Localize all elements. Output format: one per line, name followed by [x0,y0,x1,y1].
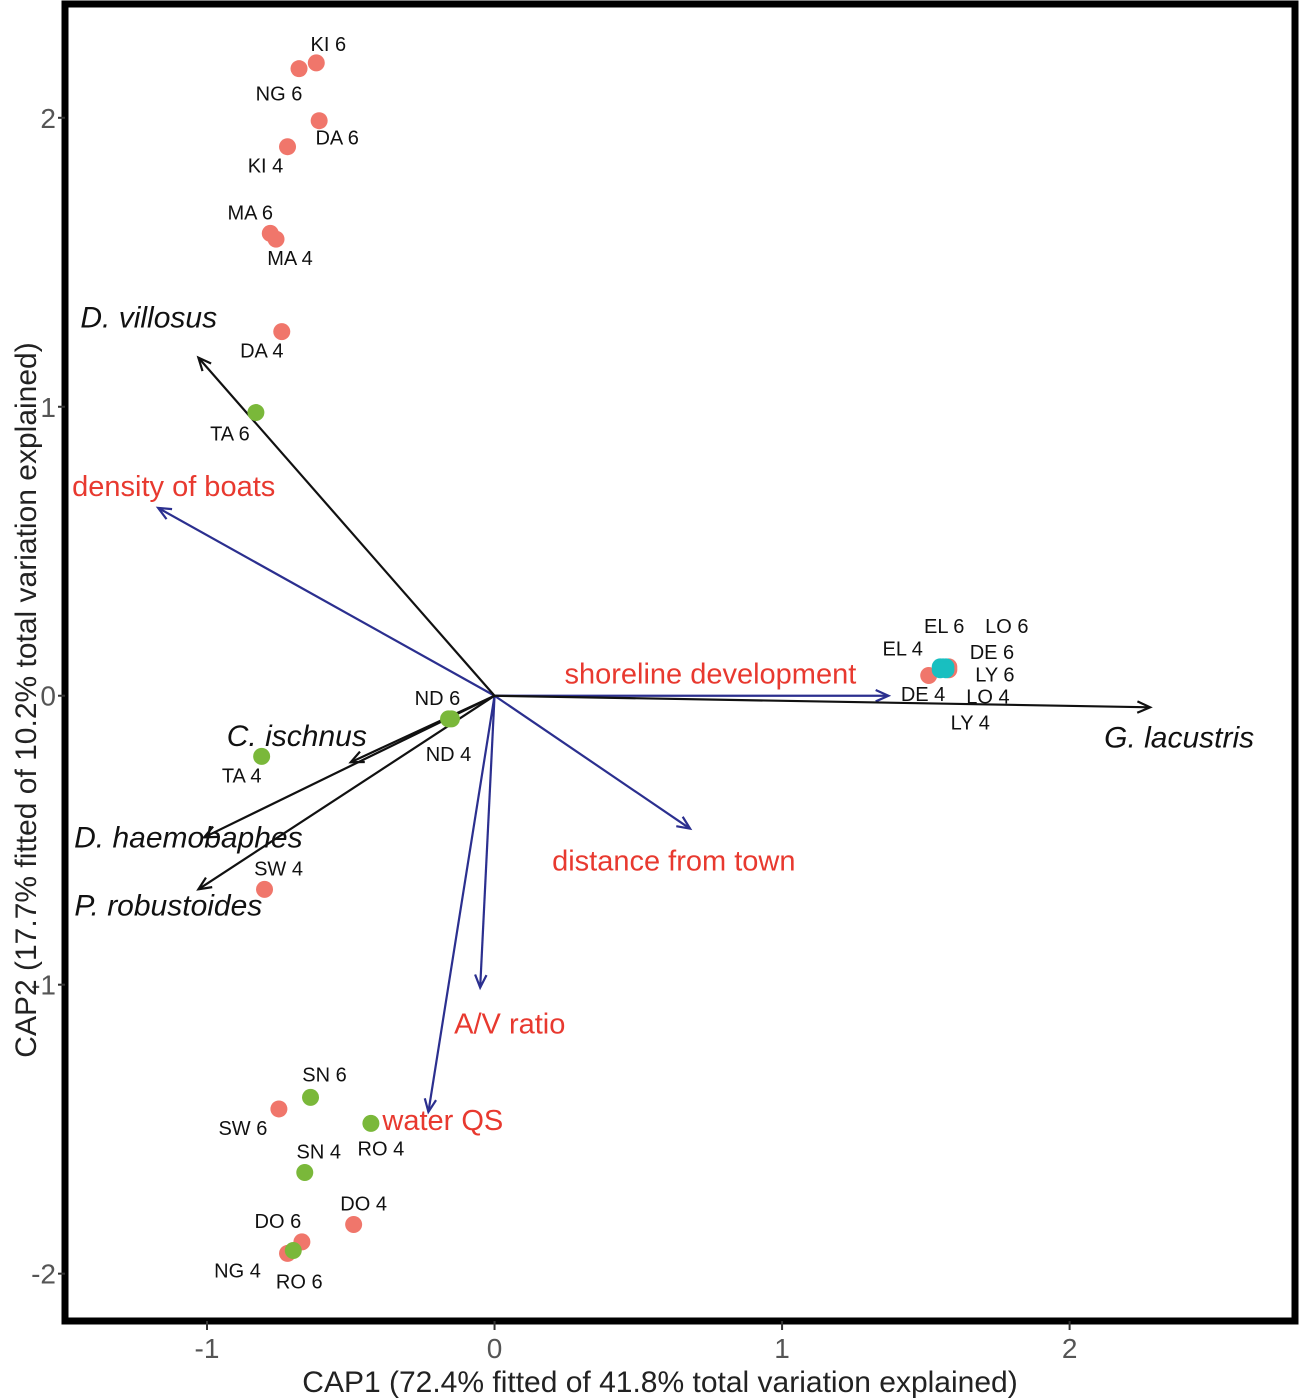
point-label-ta-6: TA 6 [210,424,250,446]
point-label-de-6: DE 6 [970,642,1014,664]
point-ro-4 [362,1114,380,1132]
point-sw-4 [256,880,274,898]
x-tick-label: 1 [774,1333,790,1364]
x-axis-title: CAP1 (72.4% fitted of 41.8% total variat… [302,1366,1017,1398]
env-arrow-shoreline-development [494,689,892,703]
species-arrow-p-robustoides [196,694,496,891]
x-tick-label: 0 [487,1333,503,1364]
species-label-d-villosus: D. villosus [80,302,217,335]
point-ki-4 [279,138,297,156]
point-label-ki-4: KI 4 [248,156,284,178]
point-do-4 [345,1216,363,1234]
env-label-distance-from-town: distance from town [552,846,795,878]
env-label-water-qs: water QS [381,1105,503,1137]
y-tick-label: 1 [40,392,56,423]
point-label-de-4: DE 4 [901,684,945,706]
point-label-nd-6: ND 6 [415,688,461,710]
point-label-ki-6: KI 6 [310,34,346,56]
point-label-ta-4: TA 4 [222,765,262,787]
species-arrow-g-lacustris [494,694,1153,714]
point-ma-4 [267,230,285,248]
point-ro-6 [284,1242,302,1260]
point-label-da-6: DA 6 [315,128,358,150]
env-label-shoreline-development: shoreline development [564,659,856,691]
y-axis-title: CAP2 (17.7% fitted of 10.2% total variat… [10,342,43,1057]
species-label-d-haemobaphes: D. haemobaphes [74,821,303,854]
x-tick-label: -1 [195,1333,220,1364]
point-ki-6 [307,54,325,72]
species-label-g-lacustris: G. lacustris [1104,721,1254,754]
point-label-ly-6: LY 6 [975,665,1014,687]
point-label-ro-4: RO 4 [358,1138,405,1160]
env-label-density-of-boats: density of boats [72,471,275,503]
point-ta-6 [247,404,265,422]
env-arrow-distance-from-town [493,694,693,831]
point-label-ng-6: NG 6 [256,84,303,106]
y-tick-label: 0 [40,681,56,712]
point-label-sw-4: SW 4 [254,858,303,880]
point-sn-4 [296,1164,314,1182]
env-arrow-a-v-ratio [474,695,496,991]
point-label-ma-6: MA 6 [227,202,273,224]
point-label-lo-4: LO 4 [966,687,1009,709]
point-label-ng-4: NG 4 [214,1260,261,1282]
x-tick-label: 2 [1062,1333,1078,1364]
y-tick-label: -1 [31,970,56,1001]
point-label-do-4: DO 4 [340,1194,387,1216]
point-label-sw-6: SW 6 [218,1118,267,1140]
point-label-ly-4: LY 4 [951,713,990,735]
point-label-ro-6: RO 6 [276,1272,323,1294]
y-tick-label: 2 [40,103,56,134]
point-label-el-4: EL 4 [883,639,923,661]
point-ly-4 [931,661,949,679]
point-label-sn-4: SN 4 [297,1142,341,1164]
point-label-el-6: EL 6 [924,616,964,638]
labels-layer: D. villosus C. ischnus D. haemobaphes P. ro… [72,34,1254,1294]
point-label-lo-6: LO 6 [985,616,1028,638]
plot-frame [61,0,1299,1325]
point-label-nd-4: ND 4 [426,744,472,766]
species-label-c-ischnus: C. ischnus [227,720,367,753]
point-ng-6 [290,60,308,78]
env-arrow-density-of-boats [155,506,496,697]
axes-layer: -1 0 1 2 -2 -1 0 1 2 [31,103,1077,1364]
point-label-ma-4: MA 4 [267,248,313,270]
species-label-p-robustoides: P. robustoides [74,889,262,922]
point-da-4 [273,323,291,341]
point-sn-6 [302,1088,320,1106]
point-sw-6 [270,1100,288,1118]
point-ta-4 [253,747,271,765]
point-label-sn-6: SN 6 [302,1064,346,1086]
env-label-a-v-ratio: A/V ratio [454,1009,565,1041]
point-label-da-4: DA 4 [240,341,283,363]
point-nd-4 [440,710,458,728]
env-arrow-water-qs [423,695,496,1115]
point-da-6 [310,112,328,130]
point-label-do-6: DO 6 [255,1211,302,1233]
points-layer [247,54,958,1262]
y-tick-label: -2 [31,1259,56,1290]
